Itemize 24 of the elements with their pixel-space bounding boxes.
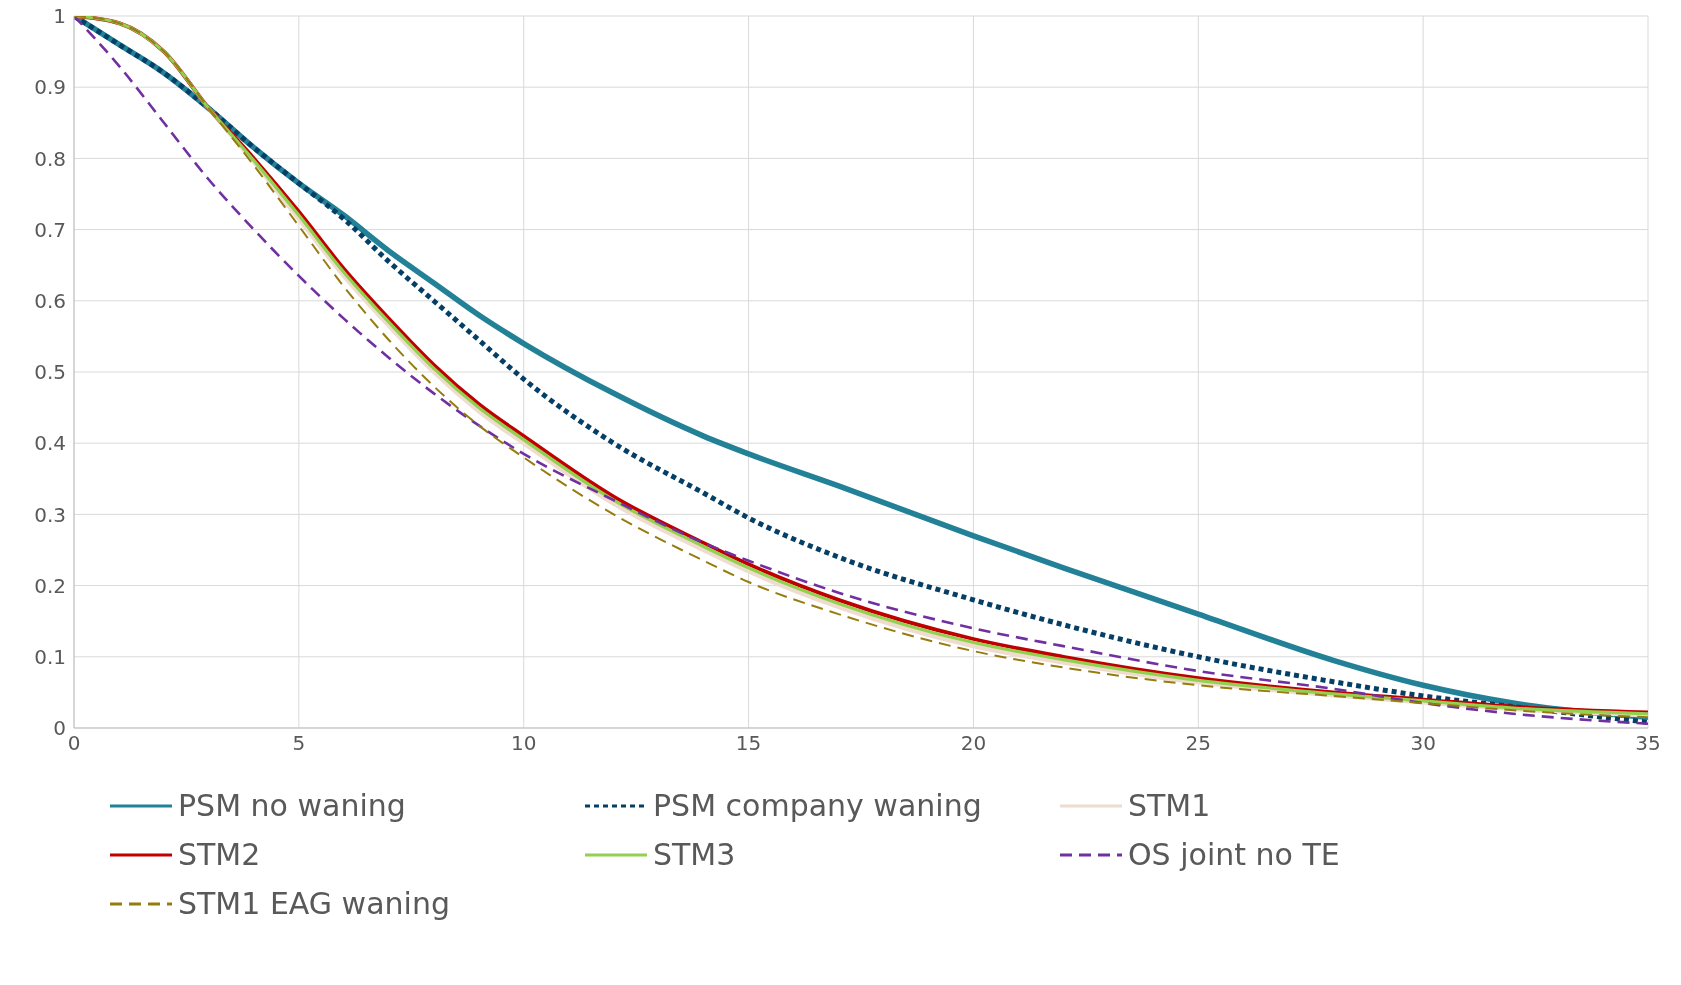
legend-label: PSM company waning bbox=[653, 788, 982, 823]
x-tick-label: 35 bbox=[1635, 731, 1661, 756]
legend-label: PSM no waning bbox=[178, 788, 406, 823]
y-tick-label: 0.2 bbox=[34, 573, 66, 598]
legend-label: OS joint no TE bbox=[1128, 837, 1340, 872]
legend-label: STM1 EAG waning bbox=[178, 886, 450, 921]
y-tick-label: 0.1 bbox=[34, 644, 66, 669]
legend-label: STM3 bbox=[653, 837, 736, 872]
legend-label: STM1 bbox=[1128, 788, 1211, 823]
y-tick-label: 0.4 bbox=[34, 431, 66, 456]
y-tick-label: 0.3 bbox=[34, 502, 66, 527]
y-tick-label: 0.9 bbox=[34, 75, 66, 100]
x-tick-label: 10 bbox=[510, 731, 537, 756]
x-tick-label: 30 bbox=[1410, 731, 1436, 756]
y-tick-label: 0.5 bbox=[34, 360, 66, 385]
y-tick-label: 0.8 bbox=[34, 146, 66, 171]
y-tick-label: 1 bbox=[53, 4, 66, 29]
x-tick-label: 15 bbox=[735, 731, 762, 756]
legend-label: STM2 bbox=[178, 837, 261, 872]
y-tick-label: 0.7 bbox=[34, 217, 66, 242]
y-tick-label: 0.6 bbox=[34, 288, 66, 313]
x-tick-label: 20 bbox=[960, 731, 987, 756]
x-tick-label: 5 bbox=[292, 731, 306, 756]
x-tick-label: 25 bbox=[1185, 731, 1212, 756]
